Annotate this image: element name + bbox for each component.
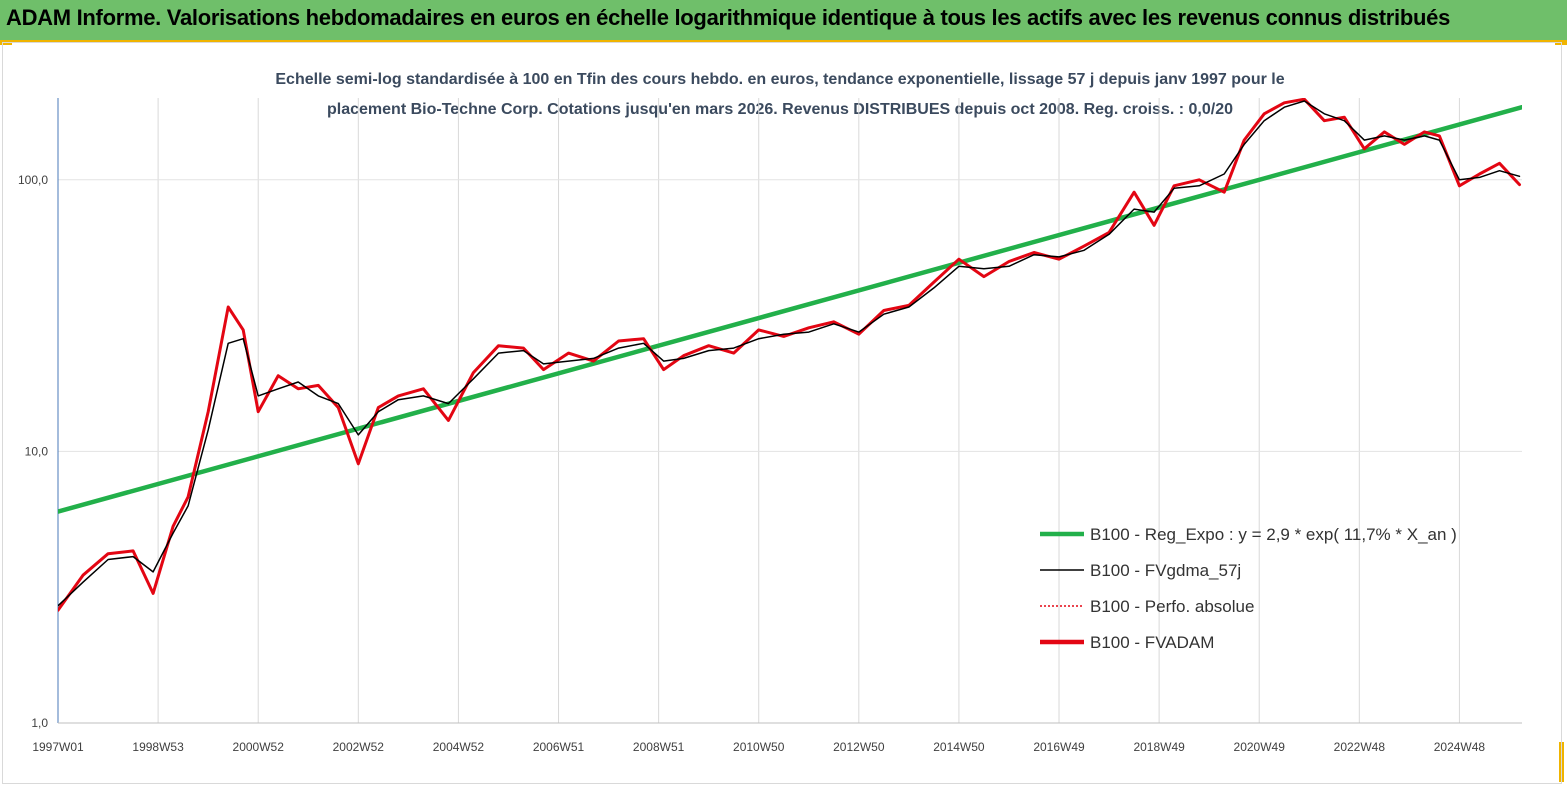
series-layer — [58, 98, 1522, 612]
series-line-reg-expo — [58, 104, 1522, 514]
legend-item-reg-expo-label: B100 - Reg_Expo : y = 2,9 * exp( 11,7% *… — [1090, 525, 1457, 544]
y-tick-label: 10,0 — [25, 444, 49, 458]
x-tick-label: 2014W50 — [933, 740, 985, 754]
y-tick-label: 100,0 — [18, 173, 48, 187]
x-tick-label: 2018W49 — [1133, 740, 1185, 754]
x-tick-label: 2008W51 — [633, 740, 685, 754]
x-tick-label: 2020W49 — [1234, 740, 1286, 754]
title-bar: ADAM Informe. Valorisations hebdomadaire… — [0, 0, 1567, 42]
grid — [58, 98, 1522, 724]
x-tick-label: 2006W51 — [533, 740, 585, 754]
x-tick-label: 2010W50 — [733, 740, 785, 754]
x-tick-label: 2002W52 — [333, 740, 385, 754]
x-tick-label: 1997W01 — [32, 740, 84, 754]
x-tick-label: 2024W48 — [1434, 740, 1486, 754]
legend-item-fvadam-label: B100 - FVADAM — [1090, 633, 1214, 652]
legend: B100 - Reg_Expo : y = 2,9 * exp( 11,7% *… — [1040, 525, 1457, 652]
x-tick-label: 2022W48 — [1334, 740, 1386, 754]
chart-subtitle-line-2: placement Bio-Techne Corp. Cotations jus… — [327, 101, 1233, 118]
series-line-fvgdma — [58, 100, 1521, 607]
page-title: ADAM Informe. Valorisations hebdomadaire… — [6, 5, 1451, 30]
axes: 1997W01 1998W53 2000W52 2002W52 2004W52 2006W… — [18, 98, 1522, 754]
legend-item-perfo-absolue-label: B100 - Perfo. absolue — [1090, 597, 1254, 616]
series-line-fvadam — [58, 98, 1521, 612]
chart-subtitle-line-1: Echelle semi-log standardisée à 100 en T… — [275, 71, 1284, 88]
x-tick-label: 2000W52 — [233, 740, 285, 754]
x-tick-label: 2016W49 — [1033, 740, 1085, 754]
x-tick-label: 2004W52 — [433, 740, 485, 754]
y-tick-label: 1,0 — [31, 716, 48, 730]
x-tick-label: 2012W50 — [833, 740, 885, 754]
legend-item-fvgdma-label: B100 - FVgdma_57j — [1090, 561, 1241, 580]
chart-frame — [2, 42, 1562, 784]
x-tick-label: 1998W53 — [132, 740, 184, 754]
